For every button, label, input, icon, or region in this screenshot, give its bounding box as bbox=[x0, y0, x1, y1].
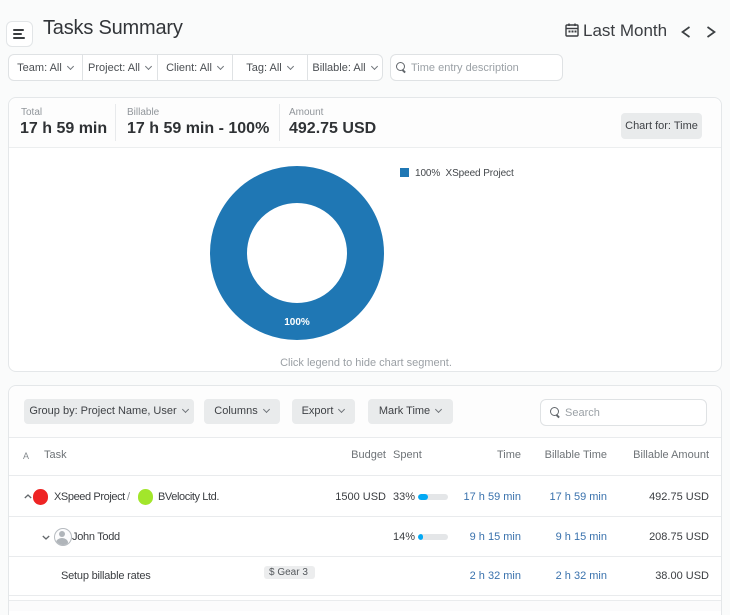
svg-text:100%: 100% bbox=[284, 317, 310, 328]
